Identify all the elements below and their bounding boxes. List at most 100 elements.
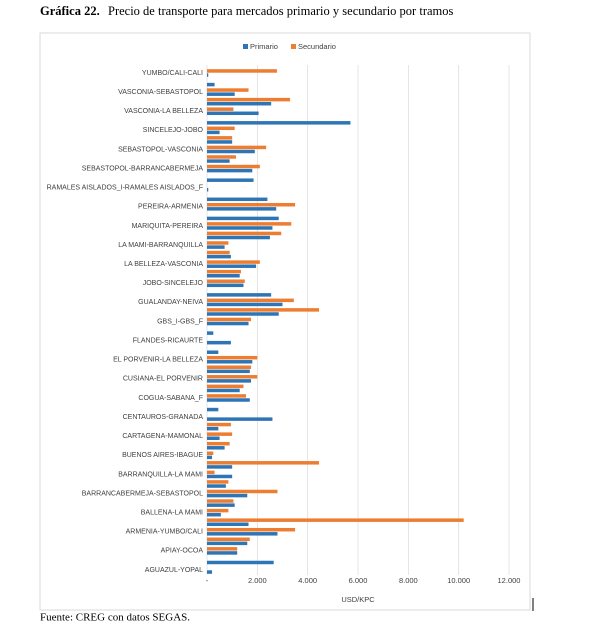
- y-tick-label: EL PORVENIR-LA BELLEZA: [113, 357, 203, 364]
- y-tick-label: SINCELEJO-JOBO: [143, 127, 204, 134]
- bar: [207, 388, 240, 393]
- x-tick-label: 12.000: [498, 576, 521, 585]
- bar: [207, 107, 234, 111]
- bar: [207, 365, 252, 369]
- bar: [207, 422, 231, 427]
- bar: [207, 226, 273, 230]
- bar: [207, 436, 220, 440]
- bar: [207, 331, 214, 335]
- bar: [207, 168, 253, 173]
- bar: [207, 489, 278, 494]
- bar: [207, 164, 260, 169]
- y-tick-label: COGUA-SABANA_F: [138, 395, 203, 402]
- bar: [207, 446, 225, 450]
- y-tick-label: SEBASTOPOL-VASCONIA: [118, 146, 203, 153]
- bar: [207, 155, 236, 159]
- bar: [207, 441, 230, 446]
- y-tick-label: CUSIANA-EL PORVENIR: [123, 376, 203, 383]
- bar: [207, 426, 219, 431]
- y-tick-label: GUALANDAY-NEIVA: [138, 299, 203, 306]
- bar: [207, 269, 241, 274]
- bar: [207, 264, 257, 268]
- bar: [207, 111, 259, 116]
- bar: [207, 274, 240, 278]
- bar: [207, 260, 260, 264]
- bar: [207, 355, 258, 360]
- y-tick-label: BUENOS AIRES-IBAGUE: [122, 452, 203, 459]
- y-tick-label: CENTAUROS-GRANADA: [123, 414, 204, 421]
- bar: [207, 379, 252, 383]
- y-tick-label: BARRANQUILLA-LA MAMI: [118, 471, 203, 478]
- bar: [207, 407, 219, 412]
- bar: [207, 547, 238, 551]
- bar: [207, 140, 233, 144]
- bar: [207, 522, 249, 527]
- bar: [207, 384, 244, 389]
- bar: [207, 321, 249, 326]
- x-tick-label: 6.000: [349, 576, 368, 585]
- y-tick-label: RAMALES AISLADOS_I-RAMALES AISLADOS_F: [47, 185, 203, 192]
- bar: [207, 241, 229, 245]
- bar: [207, 474, 233, 479]
- bar: [207, 360, 253, 364]
- bar: [207, 432, 233, 436]
- bar: [207, 82, 215, 87]
- legend-label: Primario: [250, 42, 278, 51]
- bar: [207, 527, 296, 532]
- y-tick-label: VASCONIA-LA BELLEZA: [124, 108, 203, 115]
- bar: [207, 136, 233, 140]
- bar: [207, 451, 214, 456]
- bar: [207, 340, 231, 345]
- bar: [207, 417, 273, 421]
- bar: [207, 250, 230, 255]
- chart-frame: [39, 32, 531, 611]
- bar: [207, 126, 235, 131]
- bar: [207, 69, 277, 73]
- x-tick-label: 2.000: [248, 576, 267, 585]
- legend-swatch: [291, 44, 296, 49]
- bar: [207, 512, 221, 517]
- y-tick-label: ARMENIA-YUMBO/CALI: [126, 529, 203, 536]
- bar: [207, 470, 215, 475]
- bar: [207, 537, 250, 542]
- bar: [207, 145, 267, 150]
- bar: [207, 293, 272, 297]
- bar: [207, 88, 249, 92]
- bar: [207, 222, 292, 226]
- bar: [207, 216, 279, 221]
- bar: [207, 279, 245, 283]
- bar: [207, 254, 231, 259]
- y-tick-label: CARTAGENA-MAMONAL: [122, 433, 203, 440]
- bar: [207, 484, 226, 488]
- y-tick-label: MARIQUITA-PEREIRA: [132, 223, 204, 230]
- bar: [207, 398, 250, 402]
- x-axis-label: USD/KPC: [341, 595, 375, 604]
- bar: [207, 570, 213, 574]
- bar: [207, 97, 291, 102]
- y-tick-label: BARRANCABERMEJA-SEBASTOPOL: [82, 490, 203, 497]
- x-tick-label: 8.000: [399, 576, 418, 585]
- bar: [207, 92, 235, 96]
- y-tick-label: BALLENA-LA MAMI: [141, 509, 203, 516]
- chart-title: Precio de transporte para mercados prima…: [108, 4, 453, 18]
- legend-swatch: [243, 44, 248, 49]
- bar: [207, 130, 220, 135]
- bar: [207, 231, 282, 236]
- bar: [207, 197, 268, 202]
- bar: [207, 480, 229, 484]
- bar: [207, 159, 230, 163]
- bar: [207, 207, 277, 211]
- bar: [207, 465, 233, 469]
- bar: [207, 455, 213, 460]
- bar: [207, 551, 238, 555]
- bar: [207, 350, 219, 354]
- bar: [207, 121, 351, 125]
- y-tick-label: LA BELLEZA-VASCONIA: [124, 261, 203, 268]
- bar: [207, 302, 283, 307]
- y-tick-label: PEREIRA-ARMENIA: [138, 204, 203, 211]
- bar: [207, 375, 258, 379]
- y-tick-label: LA MAMI-BARRANQUILLA: [118, 242, 203, 249]
- bar: [207, 178, 254, 182]
- y-tick-label: FLANDES-RICAURTE: [133, 337, 204, 344]
